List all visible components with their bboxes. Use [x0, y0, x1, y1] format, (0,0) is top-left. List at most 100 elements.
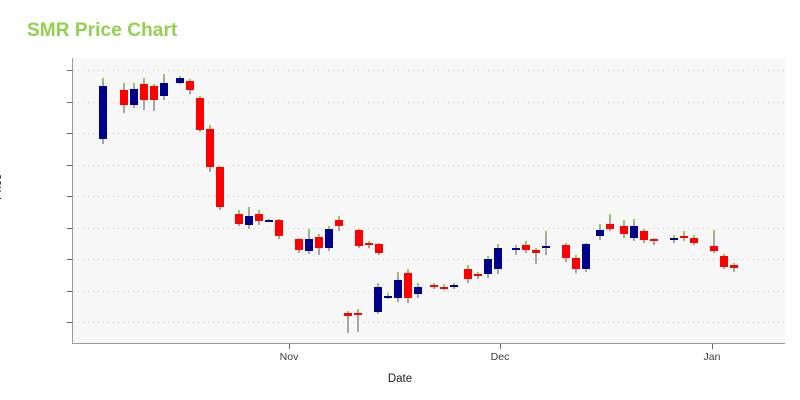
candle-wick-tip — [153, 83, 155, 87]
candle-wick — [535, 247, 537, 265]
candle-body — [176, 77, 184, 83]
candle-wick-tip — [123, 82, 125, 86]
x-axis-line — [72, 343, 785, 344]
x-tick-label: Nov — [279, 351, 299, 363]
candle-body — [130, 88, 138, 105]
candle-wick-tip — [487, 256, 489, 260]
candle-wick-tip — [387, 293, 389, 297]
y-tick-mark — [67, 259, 72, 260]
candle-wick-tip — [209, 125, 211, 129]
candle-body — [150, 86, 158, 101]
candle-body — [375, 243, 383, 253]
x-axis-label: Date — [387, 373, 413, 385]
candle-body — [484, 259, 492, 275]
candle-body — [325, 228, 333, 248]
candle-body — [335, 219, 343, 227]
gridline — [73, 227, 785, 229]
candle-body — [374, 286, 382, 312]
candle-wick-tip — [417, 282, 419, 286]
candle-body — [620, 226, 628, 234]
candle-wick-tip — [673, 235, 675, 239]
candle-wick — [683, 231, 685, 242]
candle-wick-tip — [575, 255, 577, 259]
y-tick-mark — [67, 322, 72, 323]
y-tick-mark — [67, 70, 72, 71]
candle-wick-tip — [357, 309, 359, 313]
candle-wick-tip — [623, 219, 625, 223]
candle-body — [512, 247, 520, 251]
candle-wick-tip — [318, 233, 320, 237]
candle-wick-tip — [525, 241, 527, 245]
candle-body — [572, 257, 580, 270]
candle-body — [730, 265, 738, 268]
candle-body — [295, 238, 303, 250]
candle-wick — [609, 213, 611, 232]
candle-wick-tip — [713, 230, 715, 234]
candle-body — [630, 226, 638, 238]
x-tick-mark — [289, 344, 290, 349]
candle-body — [720, 256, 728, 267]
y-tick-mark — [67, 290, 72, 292]
candle-body — [414, 286, 422, 295]
candle-body — [494, 247, 502, 270]
candle-wick-tip — [258, 209, 260, 213]
candle-body — [404, 272, 412, 299]
candle-wick-tip — [723, 253, 725, 257]
candle-body — [235, 213, 243, 224]
candle-body — [354, 312, 362, 315]
candle-body — [255, 213, 263, 222]
candle-body — [384, 295, 392, 298]
candle-wick-tip — [545, 231, 547, 235]
candle-body — [160, 83, 168, 97]
candle-body — [394, 280, 402, 299]
candle-wick-tip — [535, 247, 537, 251]
gridline — [73, 259, 785, 260]
candle-body — [245, 216, 253, 225]
candle-body — [140, 84, 148, 101]
candle-wick-tip — [407, 269, 409, 273]
candle-body — [710, 246, 718, 252]
candle-body — [464, 269, 472, 280]
candle-body — [186, 80, 194, 91]
plot-area — [73, 58, 785, 343]
candle-body — [305, 238, 313, 252]
candle-body — [450, 285, 458, 288]
candle-body — [355, 230, 363, 247]
candle-wick — [357, 309, 359, 333]
candle-body — [474, 274, 482, 277]
candle-body — [430, 285, 438, 288]
candle-body — [650, 238, 658, 242]
candle-wick-tip — [143, 77, 145, 81]
candle-body — [522, 245, 530, 251]
gridline — [73, 322, 785, 323]
x-tick-mark — [500, 344, 501, 349]
gridline — [73, 196, 785, 197]
candle-wick-tip — [477, 271, 479, 275]
candle-body — [365, 242, 373, 246]
candle-wick-tip — [347, 310, 349, 314]
candle-wick-tip — [443, 284, 445, 288]
candle-body — [265, 219, 273, 222]
candle-body — [315, 236, 323, 248]
candle-body — [196, 98, 204, 130]
candle-wick-tip — [633, 218, 635, 222]
candle-wick-tip — [497, 243, 499, 247]
candle-wick — [653, 237, 655, 246]
gridline — [73, 101, 785, 103]
candle-body — [120, 90, 128, 106]
candle-wick-tip — [599, 223, 601, 227]
candle-body — [582, 243, 590, 270]
y-axis-line — [72, 58, 73, 344]
candle-body — [640, 231, 648, 241]
candle-wick-tip — [693, 235, 695, 239]
candle-wick-tip — [133, 82, 135, 86]
candle-wick — [347, 310, 349, 333]
y-tick-mark — [67, 101, 72, 103]
candle-wick-tip — [453, 282, 455, 286]
candle-wick-tip — [199, 96, 201, 100]
y-tick-mark — [67, 196, 72, 197]
candle-wick-tip — [565, 242, 567, 246]
candle-wick — [545, 231, 547, 256]
candle-wick-tip — [397, 271, 399, 275]
